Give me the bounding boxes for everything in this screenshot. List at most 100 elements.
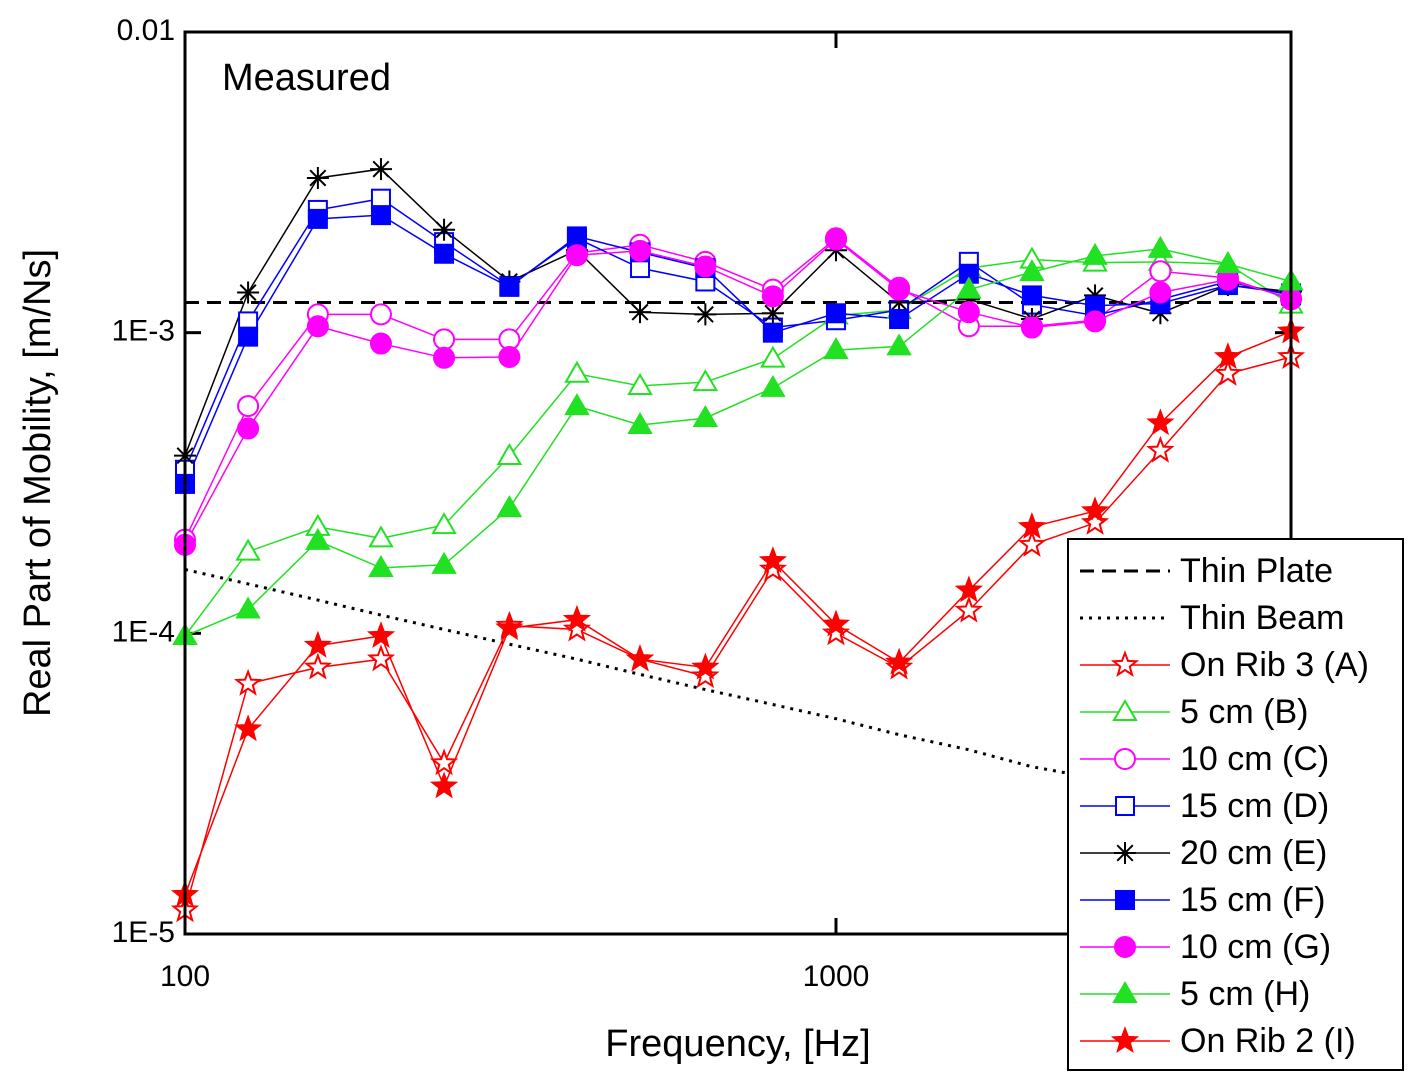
marker [499, 276, 520, 297]
marker [237, 395, 260, 418]
marker [629, 301, 652, 324]
marker [761, 302, 784, 325]
x-axis-label: Frequency, [Hz] [605, 1023, 870, 1065]
legend-label: 15 cm (D) [1180, 787, 1329, 825]
marker [434, 243, 455, 264]
plot-frame [183, 30, 1293, 936]
marker [1112, 981, 1138, 1003]
marker [825, 303, 846, 324]
legend-label: Thin Beam [1180, 599, 1344, 637]
marker [762, 322, 783, 343]
marker [1017, 529, 1047, 557]
marker [823, 337, 849, 360]
marker [1114, 842, 1136, 864]
marker [1080, 496, 1110, 524]
marker [306, 315, 329, 338]
marker [303, 652, 333, 680]
marker [629, 239, 652, 262]
marker [1215, 251, 1241, 274]
marker [429, 771, 459, 799]
marker [307, 208, 328, 229]
marker [370, 205, 391, 226]
marker [303, 630, 333, 658]
marker [233, 668, 263, 696]
legend: Thin Plate Thin Beam On Rib 3 (A) 5 cm (B) 1… [1067, 538, 1404, 1071]
marker [498, 345, 521, 368]
marker [758, 554, 788, 582]
series-line [184, 248, 1292, 637]
marker [888, 291, 911, 314]
series-line [184, 237, 1292, 540]
marker [821, 618, 851, 646]
legend-label: On Rib 3 (A) [1180, 646, 1369, 684]
marker [1110, 1026, 1140, 1054]
annotation: Measured [222, 57, 391, 99]
marker [1115, 890, 1135, 910]
marker [1019, 259, 1045, 282]
legend-label: On Rib 2 (I) [1180, 1022, 1356, 1060]
marker [694, 255, 717, 278]
marker [238, 326, 259, 347]
y-axis-label: Real Part of Mobility, [m/Ns] [17, 249, 59, 717]
y-tick-label: 1E-5 [112, 916, 175, 949]
marker [884, 647, 914, 675]
marker [957, 301, 980, 324]
marker [1080, 508, 1110, 535]
marker [627, 412, 653, 435]
marker [565, 244, 588, 267]
marker [562, 614, 592, 642]
marker [496, 495, 523, 518]
marker [957, 288, 980, 311]
series-line [184, 330, 1292, 896]
marker [495, 613, 524, 641]
marker [1147, 235, 1174, 258]
marker [1084, 284, 1107, 307]
marker [954, 575, 984, 603]
legend-label: 15 cm (F) [1180, 881, 1325, 919]
marker [366, 644, 396, 672]
marker [369, 158, 392, 181]
marker [625, 644, 655, 672]
marker [562, 604, 591, 632]
marker [233, 714, 263, 742]
legend-label: 5 cm (H) [1180, 975, 1310, 1013]
marker [431, 551, 457, 574]
marker [433, 328, 456, 351]
marker [1149, 281, 1172, 304]
series-line [184, 238, 1292, 546]
marker [1017, 512, 1047, 539]
marker [1146, 435, 1175, 463]
marker [1114, 748, 1136, 770]
y-tick-label: 1E-3 [112, 315, 175, 348]
marker [235, 596, 261, 619]
legend-label: 10 cm (G) [1180, 928, 1331, 966]
marker [431, 512, 457, 535]
x-tick-label: 1000 [803, 960, 870, 993]
marker [692, 405, 719, 428]
marker [366, 621, 396, 649]
marker [1213, 342, 1242, 370]
legend-label: 10 cm (C) [1180, 740, 1329, 778]
marker [306, 166, 329, 189]
marker [694, 303, 717, 326]
marker [956, 276, 982, 299]
marker [1084, 310, 1107, 333]
marker [1146, 408, 1175, 436]
marker [886, 333, 912, 356]
marker [429, 748, 459, 776]
marker [564, 393, 590, 416]
marker [824, 228, 847, 251]
marker [237, 281, 260, 304]
marker [627, 372, 653, 395]
marker [369, 332, 392, 355]
marker [433, 218, 456, 241]
marker [888, 278, 911, 301]
y-tick-label: 1E-4 [112, 615, 175, 648]
marker [1021, 285, 1042, 306]
marker [761, 285, 784, 308]
marker [760, 374, 786, 397]
marker [1115, 796, 1135, 816]
marker [1110, 650, 1140, 678]
legend-label: 5 cm (B) [1180, 693, 1308, 731]
